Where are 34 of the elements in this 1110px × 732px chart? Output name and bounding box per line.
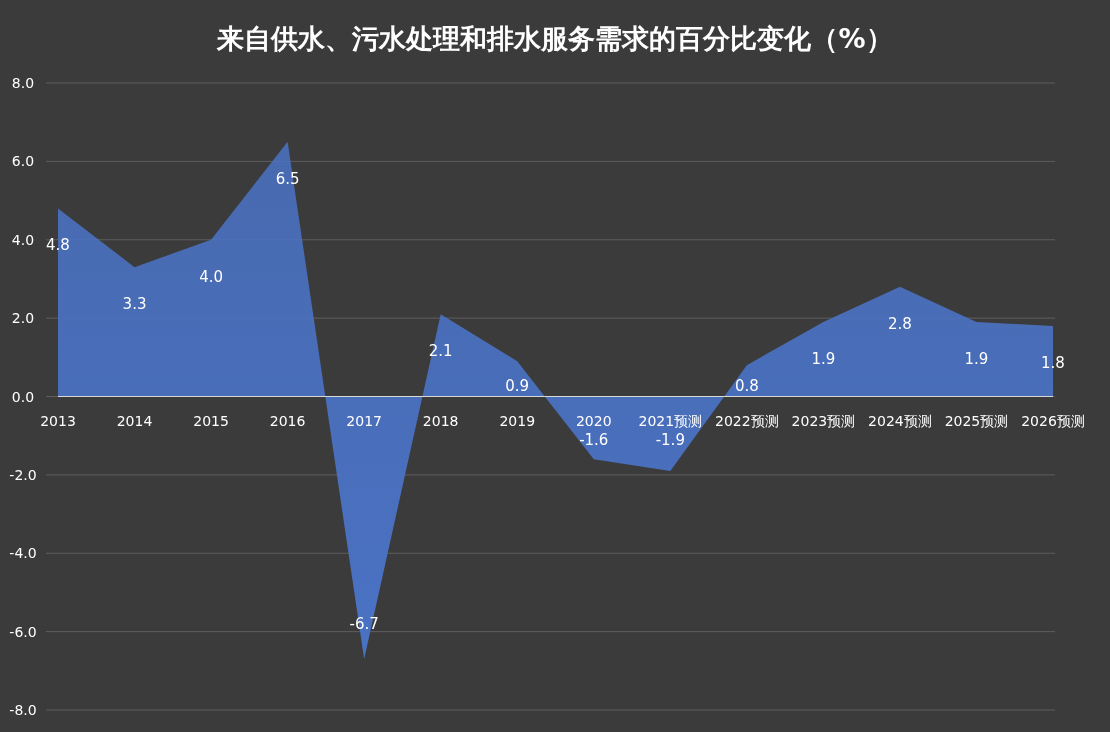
x-tick-label: 2015 bbox=[193, 412, 229, 429]
x-tick-label: 2022预测 bbox=[715, 412, 779, 429]
x-tick-label: 2023预测 bbox=[791, 412, 856, 429]
data-label: 0.8 bbox=[734, 376, 759, 395]
y-tick-label: 0.0 bbox=[11, 388, 35, 405]
y-tick-label: -6.0 bbox=[9, 623, 37, 640]
y-tick-label: -8.0 bbox=[9, 702, 37, 718]
x-tick-label: 2014 bbox=[116, 412, 153, 429]
x-tick-label: 2016 bbox=[269, 412, 306, 429]
y-tick-label: 4.0 bbox=[11, 231, 35, 248]
x-tick-label: 2019 bbox=[499, 412, 536, 429]
y-tick-label: 6.0 bbox=[11, 153, 35, 170]
y-tick-label: 8.0 bbox=[11, 75, 35, 91]
x-tick-label: 2018 bbox=[422, 412, 459, 429]
data-label: 0.9 bbox=[505, 376, 530, 395]
data-label: 1.9 bbox=[811, 350, 836, 369]
x-tick-label: 2020 bbox=[575, 412, 612, 429]
y-tick-label: -2.0 bbox=[9, 466, 37, 483]
x-tick-label: 2026预测 bbox=[1021, 412, 1085, 429]
x-tick-label: 2017 bbox=[346, 412, 382, 429]
chart-title: 来自供水、污水处理和排水服务需求的百分比变化（%） bbox=[216, 23, 893, 54]
x-tick-label: 2024预测 bbox=[868, 412, 932, 429]
data-label: 1.9 bbox=[964, 350, 989, 369]
data-label: 1.8 bbox=[1041, 353, 1065, 372]
data-label: 4.0 bbox=[199, 267, 224, 286]
data-label: -1.9 bbox=[655, 430, 685, 449]
y-tick-label: -4.0 bbox=[9, 545, 37, 562]
data-label: -1.6 bbox=[579, 430, 609, 449]
y-tick-label: 2.0 bbox=[11, 310, 35, 327]
data-label: 3.3 bbox=[122, 295, 147, 314]
x-tick-label: 2013 bbox=[40, 412, 76, 429]
data-label: 2.8 bbox=[887, 314, 912, 333]
x-tick-label: 2021预测 bbox=[638, 412, 703, 429]
x-tick-label: 2025预测 bbox=[944, 412, 1009, 429]
